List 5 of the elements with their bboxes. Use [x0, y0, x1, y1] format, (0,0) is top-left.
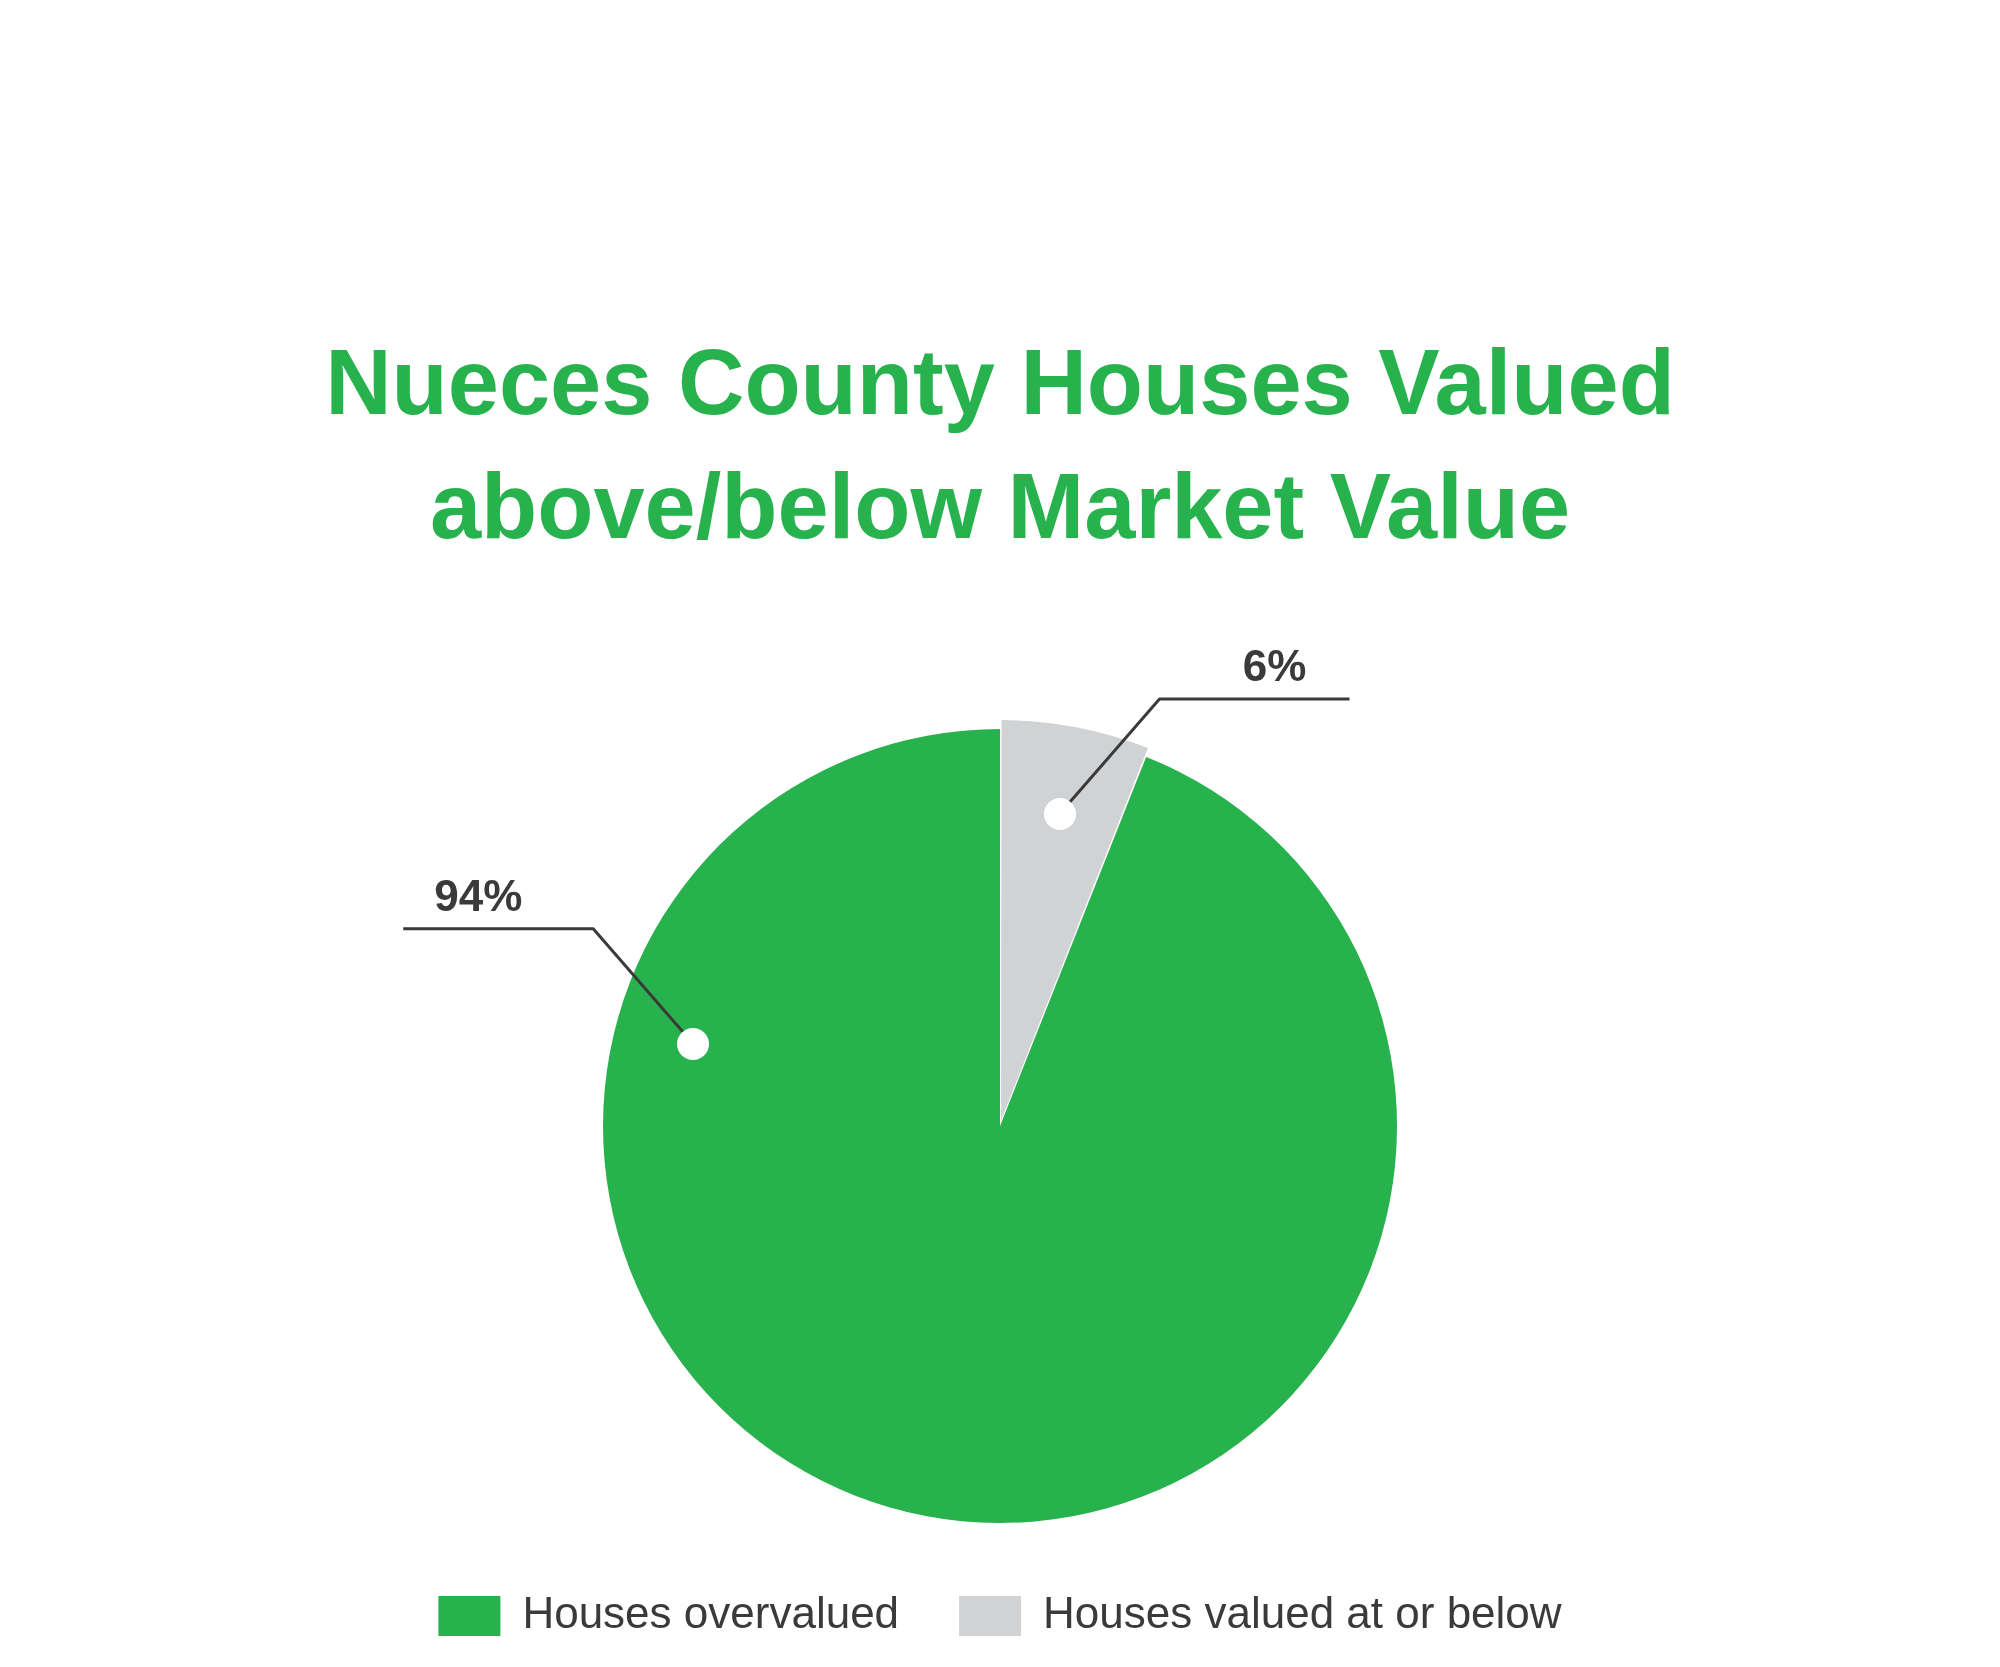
legend-label: Houses valued at or below [1043, 1588, 1562, 1638]
legend-label: Houses overvalued [522, 1588, 900, 1638]
data-label: 6% [1242, 641, 1307, 691]
data-label: 94% [434, 870, 523, 920]
chart-title: Nueces County Houses Valued above/below Market Value [324, 330, 1676, 559]
